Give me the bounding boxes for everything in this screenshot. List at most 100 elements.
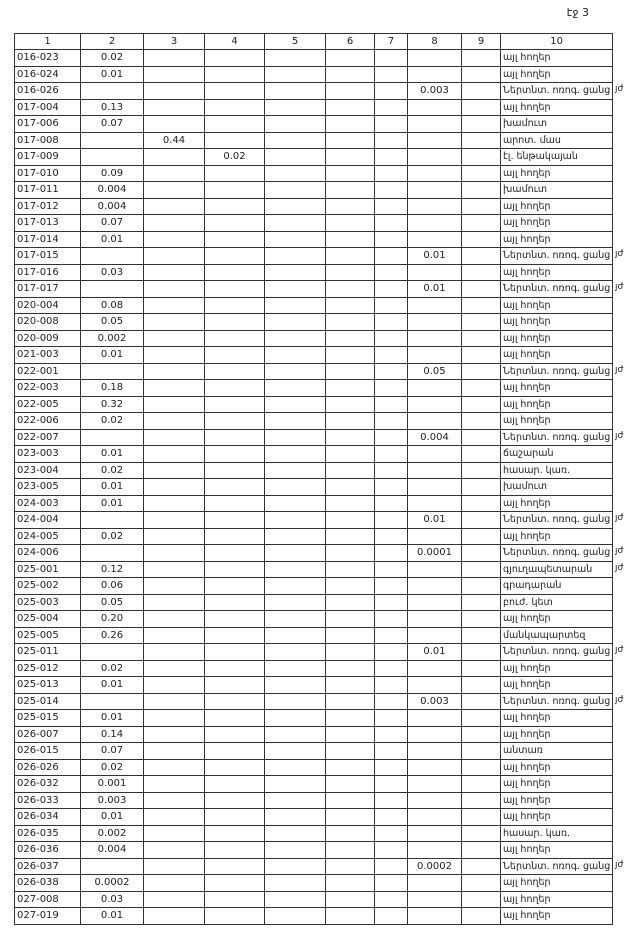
table-row: 016-026 0.003 Ներտնտ. ոռոգ. ցանց [14,82,614,100]
area-value: 0.02 [80,412,144,430]
area-value [264,824,326,842]
table-row: 025-004 0.20 այլ հողեր [14,610,614,628]
table-row: 026-034 0.01 այլ հողեր [14,808,614,826]
area-value [374,560,408,578]
area-value [374,263,408,281]
area-value [143,98,205,116]
area-value [325,247,375,265]
area-value: 0.004 [80,841,144,859]
parcel-code: 025-002 [14,577,81,595]
area-value [374,511,408,529]
area-value [407,824,462,842]
area-value [264,478,326,496]
area-value: 0.01 [407,247,462,265]
area-value [407,593,462,611]
area-value [264,247,326,265]
area-value [325,890,375,908]
area-value [143,230,205,248]
area-value [461,808,501,826]
area-value [461,313,501,331]
area-value [461,214,501,232]
area-value [325,511,375,529]
land-type: Ներտնտ. ոռոգ. ցանց [499,247,614,265]
area-value: 0.26 [80,626,144,644]
area-value [143,577,205,595]
area-value [325,296,375,314]
table-row: 026-007 0.14 այլ հողեր [14,725,614,743]
area-value [204,758,265,776]
area-value [407,197,462,215]
area-value [325,791,375,809]
area-value [374,907,408,925]
area-value: 0.01 [407,643,462,661]
margin-mark: յժ [615,645,624,655]
area-value [204,280,265,298]
area-value [204,577,265,595]
land-type: խամուտ [499,115,614,133]
land-type: այլ հողեր [499,49,614,67]
area-value [374,131,408,149]
area-value [264,659,326,677]
area-value [204,626,265,644]
area-value [461,824,501,842]
parcel-code: 026-032 [14,775,81,793]
area-value [374,494,408,512]
column-header: 5 [264,33,326,50]
parcel-code: 026-026 [14,758,81,776]
area-value [325,346,375,364]
area-value [374,610,408,628]
area-value [461,907,501,925]
parcel-code: 026-037 [14,857,81,875]
parcel-code: 017-010 [14,164,81,182]
area-value [374,659,408,677]
area-value [374,709,408,727]
area-value: 0.0002 [80,874,144,892]
parcel-code: 022-007 [14,428,81,446]
area-value [461,494,501,512]
table-row: 025-012 0.02 այլ հողեր [14,659,614,677]
area-value [204,263,265,281]
area-value [374,82,408,100]
area-value [143,775,205,793]
area-value: 0.01 [80,808,144,826]
area-value [204,445,265,463]
area-value [143,841,205,859]
area-value [325,82,375,100]
area-value [264,412,326,430]
area-value [204,527,265,545]
land-type: այլ հողեր [499,791,614,809]
area-value [374,742,408,760]
land-type: բուժ. կետ [499,593,614,611]
area-value: 0.07 [80,742,144,760]
area-value [204,890,265,908]
area-value [143,527,205,545]
area-value [407,527,462,545]
area-value [204,742,265,760]
area-value [325,692,375,710]
table-row: 026-026 0.02 այլ հողեր [14,758,614,776]
land-type: այլ հողեր [499,395,614,413]
parcel-code: 024-006 [14,544,81,562]
area-value [374,230,408,248]
area-value: 0.01 [80,907,144,925]
area-value: 0.20 [80,610,144,628]
area-value [374,874,408,892]
area-value [143,791,205,809]
area-value [204,329,265,347]
area-value [407,725,462,743]
table-row: 025-005 0.26 մանկապարտեզ [14,626,614,644]
area-value [407,758,462,776]
area-value [325,164,375,182]
area-value [461,791,501,809]
area-value [461,709,501,727]
area-value [204,313,265,331]
area-value [325,445,375,463]
area-value [461,65,501,83]
area-value [264,115,326,133]
area-value: 0.18 [80,379,144,397]
area-value: 0.02 [80,461,144,479]
land-type: արոտ. մաս [499,131,614,149]
area-value [264,527,326,545]
margin-mark: յժ [615,860,624,870]
land-type: Ներտնտ. ոռոգ. ցանց [499,82,614,100]
